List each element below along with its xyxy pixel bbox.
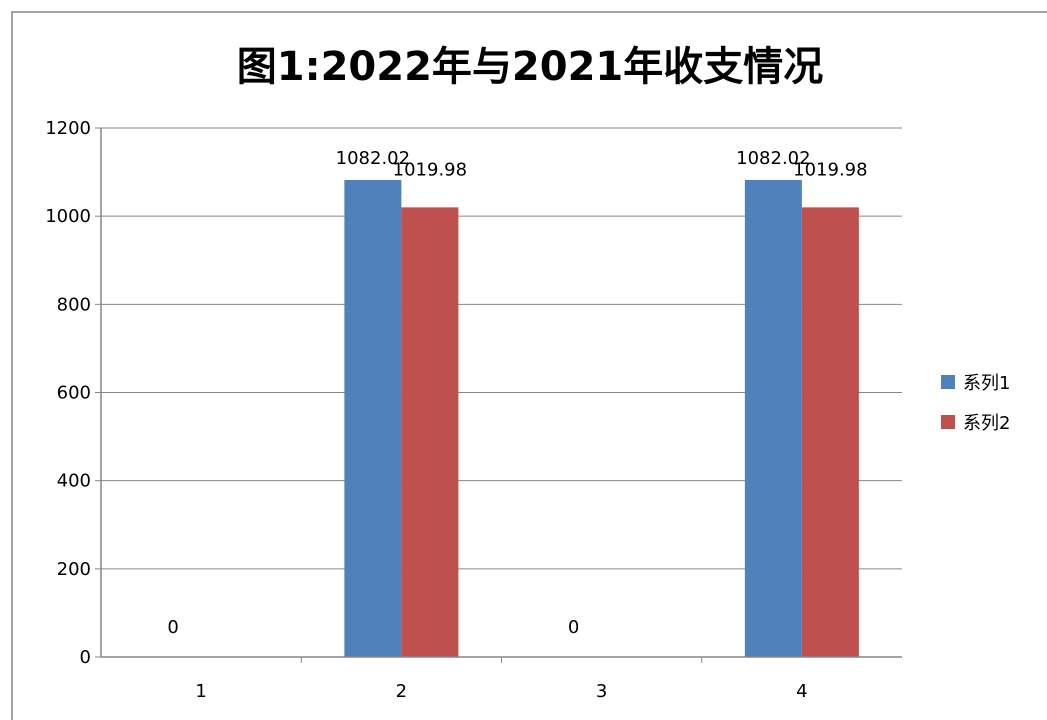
axes: 0 200 400 600 800 1000 1200 1 2 3 4: [45, 118, 902, 702]
data-label-系列1-4: 1082.02: [736, 148, 810, 169]
bar-系列2-2: [401, 207, 459, 657]
x-tick-label: 4: [796, 681, 807, 702]
bar-系列1-2: [344, 180, 402, 657]
y-tick-label: 1000: [45, 206, 91, 227]
y-tick-label: 1200: [45, 118, 91, 139]
legend-label-系列2: 系列2: [963, 413, 1010, 434]
legend-label-系列1: 系列1: [963, 373, 1010, 394]
y-tick-label: 800: [57, 294, 91, 315]
bar-系列1-4: [744, 180, 802, 657]
bars: [344, 180, 859, 657]
y-tick-label: 600: [57, 383, 91, 404]
y-tick-label: 200: [57, 559, 91, 580]
data-label-系列2-4: 1019.98: [793, 159, 867, 180]
data-label-系列2-2: 1019.98: [393, 159, 467, 180]
legend-swatch-系列1: [941, 375, 955, 389]
x-tick-label: 1: [195, 681, 206, 702]
x-tick-label: 3: [596, 681, 607, 702]
legend-swatch-系列2: [941, 415, 955, 429]
y-tick-label: 0: [80, 647, 91, 668]
data-label-系列1-1: 0: [167, 617, 178, 638]
chart-border: [11, 11, 1047, 720]
x-tick-label: 2: [396, 681, 407, 702]
y-tick-label: 400: [57, 471, 91, 492]
chart-title: 图1:2022年与2021年收支情况: [237, 44, 823, 90]
data-label-系列1-2: 1082.02: [336, 148, 410, 169]
legend: 系列1 系列2: [941, 373, 1010, 434]
bar-系列2-4: [801, 207, 859, 657]
data-label-系列1-3: 0: [568, 617, 579, 638]
